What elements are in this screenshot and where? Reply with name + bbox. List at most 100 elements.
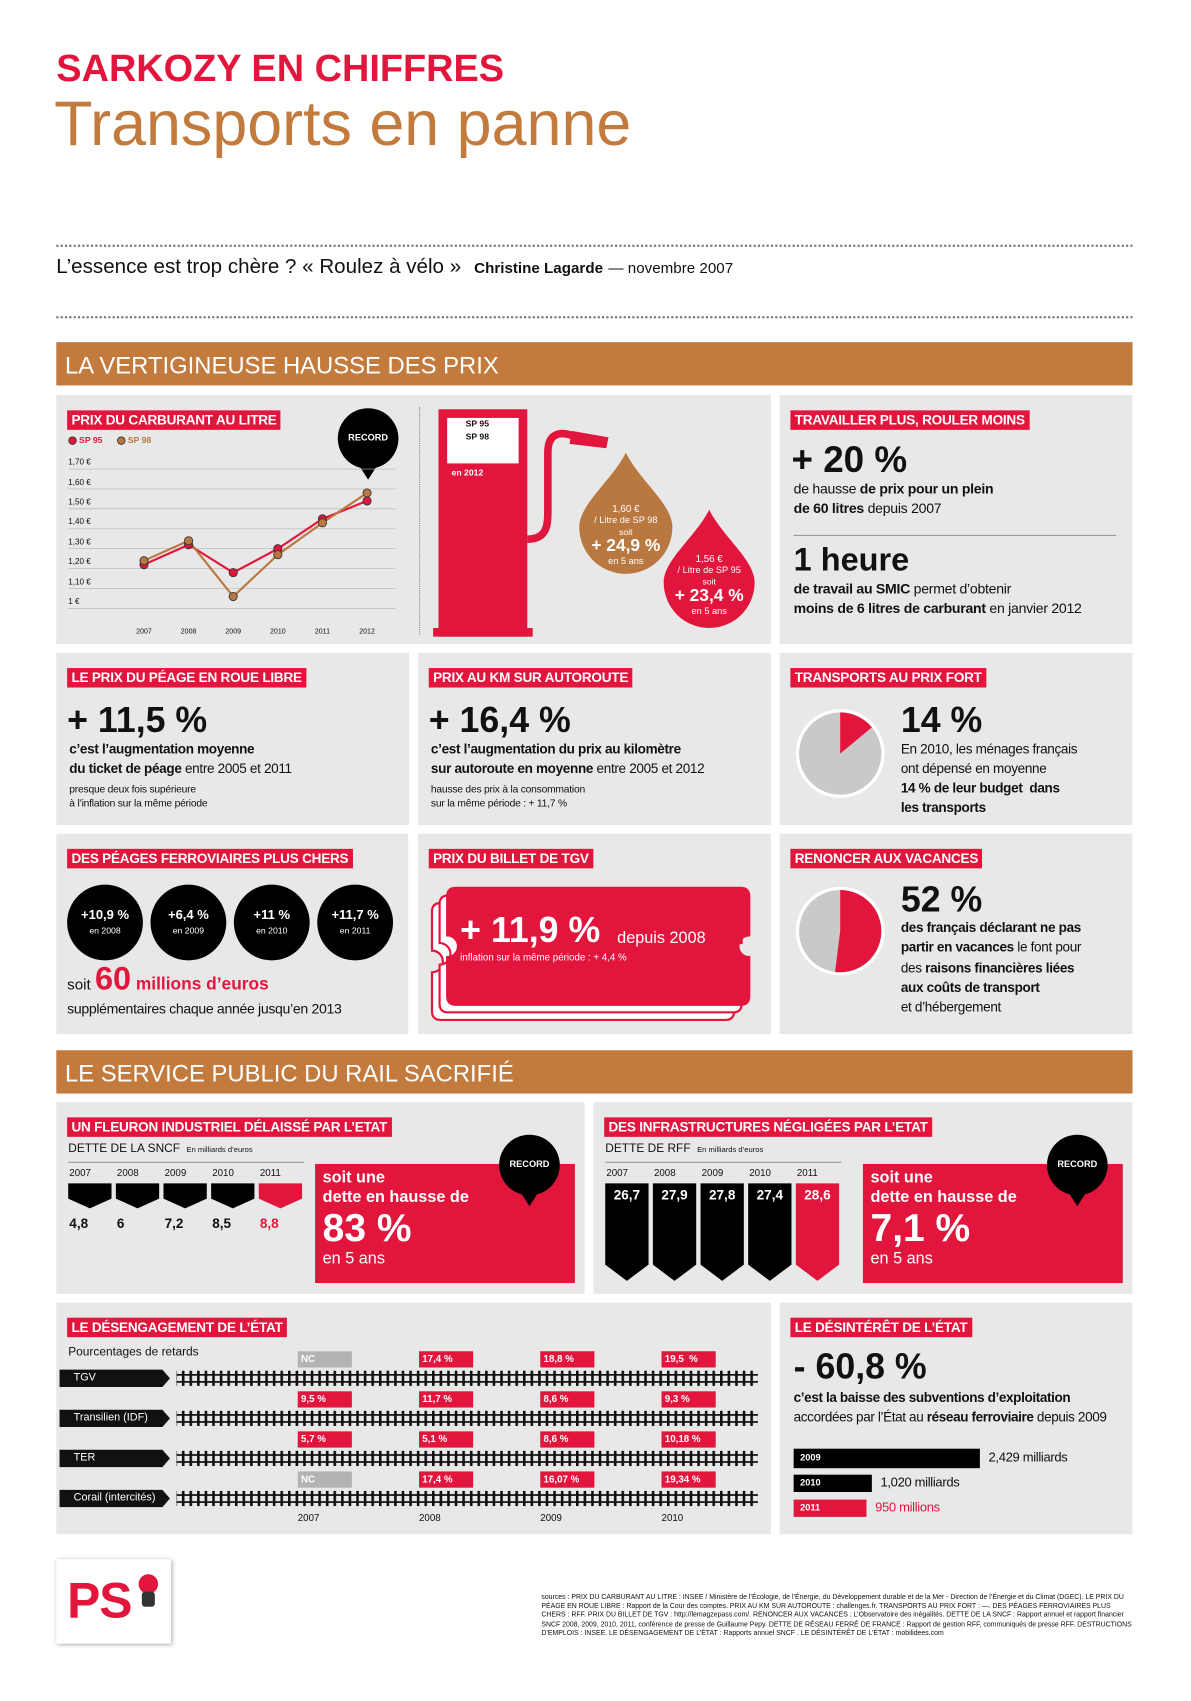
rate-year: en 2011 [339,925,371,936]
bar [793,1448,980,1469]
bar-value-label: 950 millions [875,1499,940,1515]
rate-year: en 2008 [89,925,121,936]
section-title: LE SERVICE PUBLIC DU RAIL SACRIFIÉ [64,1059,514,1088]
total-line2: supplémentaires chaque année jusqu’en 20… [67,1000,342,1017]
row-label: Corail (intercités) [73,1492,156,1504]
debt-column [652,1183,697,1281]
series-line [143,499,368,574]
text-line: 14 % de leur budget dans [901,781,1060,797]
panel-title: PRIX AU KM SUR AUTOROUTE [428,668,633,688]
rule [605,1161,842,1163]
pump-nozzle [569,430,609,449]
subtitle-part: En milliards d’euros [697,1146,764,1155]
delay-cell [661,1351,716,1368]
rail [176,1454,758,1456]
delay-cell [540,1391,595,1408]
badge-pointer [519,1191,540,1207]
rail [176,1461,758,1463]
y-tick-label: 1,50 € [68,496,91,507]
data-point [139,556,149,566]
section-bar [56,1050,1133,1094]
text-span: de 60 litres [793,500,865,517]
rate-value: +11 % [253,907,291,923]
badge [1047,1134,1108,1196]
text-span: de travail au SMIC [793,580,911,597]
bar-category: 2010 [800,1476,821,1488]
text-line: c’est l’augmentation moyenne [69,742,254,758]
text-span: et d’hébergement [900,999,1001,1015]
delay-value: 9,3 % [664,1393,690,1405]
drop-text: en 5 ans [608,555,644,567]
text-span: 14 % de leur budget dans [900,780,1060,796]
pump-base [433,627,533,637]
text-span: aux coûts de transport [900,979,1040,995]
badge-pointer [1067,1191,1088,1207]
text-span: c’est la baisse des subventions d’exploi… [793,1390,1071,1406]
text-line: des raisons financières liées [900,959,1075,976]
pump-year: en 2012 [451,467,484,478]
row-tag [59,1409,170,1428]
badge [499,1134,560,1196]
box-text: en 5 ans [322,1249,385,1268]
drop-text: + 24,9 % [591,537,661,556]
delay-cell [540,1351,595,1368]
box-text: en 5 ans [870,1249,933,1268]
legend-marker [68,436,77,445]
pump-screen [447,417,519,464]
year-label: 2008 [116,1167,139,1179]
text-span: des français déclarant ne pas [900,920,1081,936]
panel-title: LE DÉSINTÉRÊT DE L’ÉTAT [790,1317,972,1338]
text-line: du ticket de péage entre 2005 et 2011 [69,761,292,777]
big-number: - 60,8 % [793,1345,927,1386]
y-tick-label: 1,70 € [68,457,91,467]
delay-cell [297,1351,352,1368]
note: presque deux fois supérieure [69,783,196,796]
x-tick-label: 2008 [180,627,197,636]
rate-circle [317,884,394,961]
rate-value: +11,7 % [331,907,379,923]
drop-sp95 [663,509,755,629]
rail [176,1494,758,1496]
debt-value: 8,5 [212,1215,232,1232]
rail [176,1421,758,1423]
data-point [362,488,372,498]
panel-title: PRIX DU BILLET DE TGV [428,848,594,869]
box-text: soit une [870,1168,933,1187]
badge-pointer [358,464,378,480]
total-part: soit [67,975,95,993]
dotted-rule [56,244,1133,247]
section-bar [56,342,1133,386]
year-label: 2009 [164,1167,187,1179]
text-line: moins de 6 litres de carburant en janvie… [794,600,1082,617]
text-span: de prix pour un plein [859,480,994,497]
badge-label: RECORD [348,432,389,443]
text-span: c’est l’augmentation du prix au kilomètr… [430,741,681,757]
text-span: accordées par l’État au [793,1409,927,1425]
box-text: soit une [322,1168,385,1187]
row-label: TER [73,1451,96,1464]
text-line: et d’hébergement [901,1000,1001,1016]
panel-title: TRAVAILLER PLUS, ROULER MOINS [790,410,1030,430]
legend-label: SP 98 [465,432,490,442]
row-tag [59,1489,170,1508]
delay-cell [540,1431,595,1448]
total-part: 60 [94,961,132,998]
legend-label: SP 95 [79,435,103,446]
row-tag [59,1369,170,1387]
pie-slice [835,890,882,973]
logo-text: PS [67,1572,132,1629]
text-line: accordées par l’État au réseau ferroviai… [794,1410,1107,1426]
bar [793,1499,867,1517]
subtitle-part: DETTE DE LA SNCF [68,1142,181,1156]
debt-value: 28,6 [804,1187,831,1203]
y-tick-label: 1,20 € [68,556,91,567]
badge-label: RECORD [509,1158,550,1170]
debt-subtitle: DETTE DE LA SNCF En milliards d’euros [68,1142,252,1156]
panel-title: UN FLEURON INDUSTRIEL DÉLAISSÉ PAR L’ETA… [67,1117,392,1137]
quote-part: L’essence est trop chère ? « Roulez à vé… [56,255,462,279]
text-span: des [900,959,926,976]
text-line: aux coûts de transport [901,980,1040,996]
year-label: 2009 [540,1512,562,1524]
